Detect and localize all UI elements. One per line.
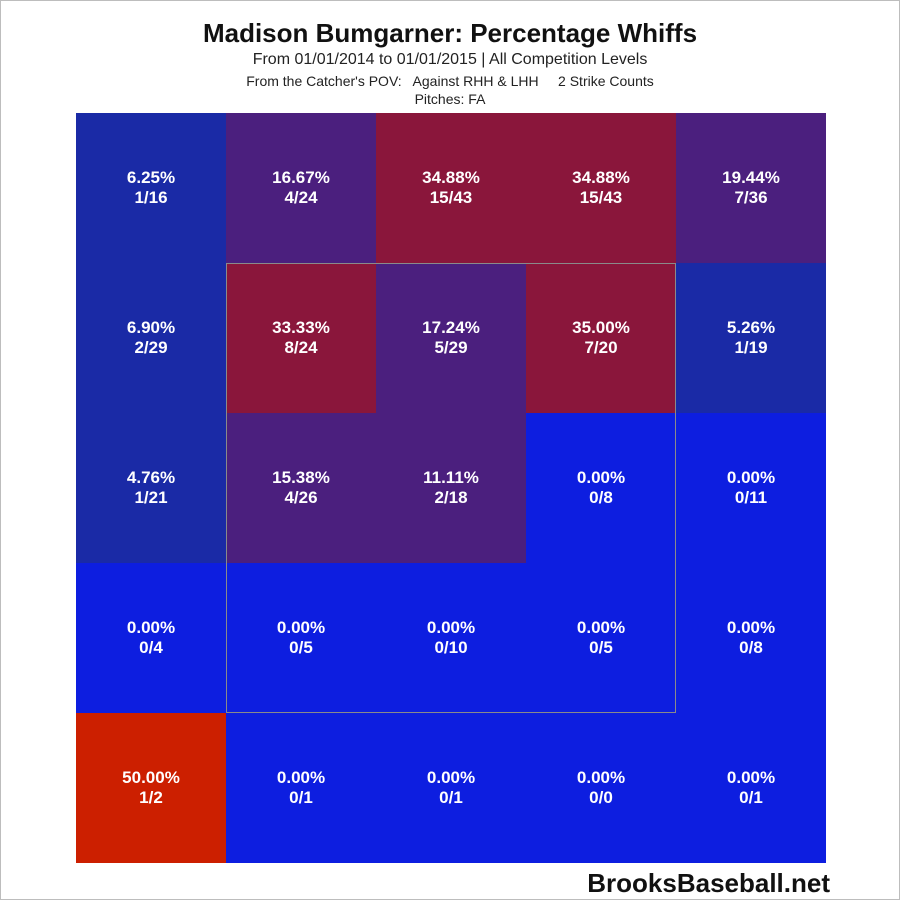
heatmap-cell: 0.00% 0/1 [676,713,826,863]
chart-subtitle: From 01/01/2014 to 01/01/2015 | All Comp… [252,51,648,68]
heatmap-grid: 6.25% 1/16 16.67% 4/24 34.88% 15/43 34.88% 15/4… [76,113,826,863]
cell-fraction: 0/8 [589,488,613,507]
cell-fraction: 4/24 [284,188,318,207]
cell-fraction: 2/18 [434,488,468,507]
heatmap-cell: 6.90% 2/29 [76,263,226,413]
cell-percentage: 11.11% [423,468,479,487]
heatmap-cell: 19.44% 7/36 [676,113,826,263]
heatmap-cell: 0.00% 0/8 [526,413,676,563]
cell-percentage: 0.00% [576,468,626,487]
heatmap-cell: 50.00% 1/2 [76,713,226,863]
cell-fraction: 0/1 [289,788,313,807]
chart-title: Madison Bumgarner: Percentage Whiffs [202,18,698,48]
heatmap-cell: 4.76% 1/21 [76,413,226,563]
cell-percentage: 0.00% [726,768,776,787]
pitch-type-label: Pitches: FA [414,91,486,107]
heatmap-cell: 0.00% 0/1 [226,713,376,863]
heatmap-cell: 0.00% 0/5 [226,563,376,713]
cell-percentage: 5.26% [726,318,776,337]
cell-percentage: 6.25% [126,168,176,187]
heatmap-cell: 15.38% 4/26 [226,413,376,563]
cell-percentage: 34.88% [572,168,630,187]
heatmap-cell: 0.00% 0/8 [676,563,826,713]
heatmap-cell: 34.88% 15/43 [376,113,526,263]
cell-fraction: 8/24 [284,338,318,357]
cell-percentage: 0.00% [726,618,776,637]
cell-fraction: 2/29 [134,338,168,357]
cell-fraction: 1/21 [134,488,168,507]
heatmap-cell: 0.00% 0/0 [526,713,676,863]
cell-fraction: 0/1 [739,788,763,807]
cell-fraction: 0/0 [589,788,613,807]
heatmap-cell: 35.00% 7/20 [526,263,676,413]
cell-percentage: 50.00% [122,768,180,787]
cell-fraction: 0/5 [589,638,613,657]
cell-percentage: 34.88% [422,168,480,187]
cell-fraction: 0/10 [434,638,468,657]
cell-percentage: 17.24% [422,318,480,337]
heatmap-cell: 0.00% 0/11 [676,413,826,563]
heatmap-cell: 5.26% 1/19 [676,263,826,413]
heatmap-cell: 0.00% 0/1 [376,713,526,863]
heatmap-cell: 33.33% 8/24 [226,263,376,413]
cell-fraction: 7/20 [584,338,618,357]
heatmap-cell: 0.00% 0/4 [76,563,226,713]
cell-percentage: 0.00% [126,618,176,637]
cell-percentage: 0.00% [426,618,476,637]
cell-percentage: 16.67% [272,168,330,187]
heatmap-cell: 17.24% 5/29 [376,263,526,413]
cell-fraction: 0/5 [289,638,313,657]
heatmap-cell: 11.11% 2/18 [376,413,526,563]
heatmap-cell: 0.00% 0/5 [526,563,676,713]
cell-fraction: 0/4 [139,638,163,657]
cell-percentage: 33.33% [272,318,330,337]
cell-percentage: 0.00% [276,768,326,787]
heatmap-cell: 34.88% 15/43 [526,113,676,263]
heatmap-cell: 0.00% 0/10 [376,563,526,713]
cell-percentage: 0.00% [576,768,626,787]
cell-percentage: 6.90% [126,318,176,337]
cell-fraction: 0/8 [739,638,763,657]
cell-fraction: 1/16 [134,188,168,207]
cell-fraction: 15/43 [579,188,623,207]
brand-watermark: BrooksBaseball.net [587,868,830,898]
cell-fraction: 1/2 [139,788,163,807]
cell-fraction: 5/29 [434,338,468,357]
cell-percentage: 0.00% [576,618,626,637]
cell-percentage: 0.00% [726,468,776,487]
cell-fraction: 0/1 [439,788,463,807]
heatmap-cell: 16.67% 4/24 [226,113,376,263]
cell-percentage: 0.00% [426,768,476,787]
cell-percentage: 35.00% [572,318,630,337]
chart-filters: From the Catcher's POV: Against RHH & LH… [246,73,654,89]
cell-fraction: 0/11 [734,488,768,507]
heatmap-cell: 6.25% 1/16 [76,113,226,263]
cell-fraction: 7/36 [734,188,768,207]
cell-percentage: 0.00% [276,618,326,637]
cell-percentage: 19.44% [722,168,780,187]
cell-percentage: 15.38% [272,468,330,487]
cell-fraction: 4/26 [284,488,318,507]
cell-percentage: 4.76% [126,468,176,487]
cell-fraction: 1/19 [734,338,768,357]
cell-fraction: 15/43 [429,188,473,207]
